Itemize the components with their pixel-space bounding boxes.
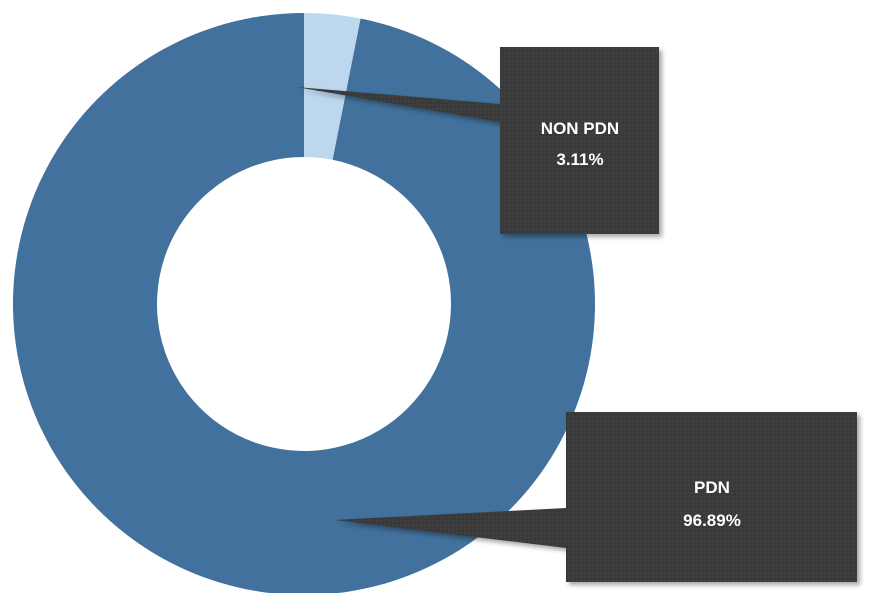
- callout-pdn: PDN 96.89%: [334, 412, 857, 582]
- callout-pdn-label: PDN: [694, 478, 730, 497]
- slice-non-pdn: [304, 13, 361, 160]
- callout-pdn-box: [334, 412, 857, 582]
- callout-non-pdn-box: [296, 47, 659, 234]
- callout-non-pdn-value: 3.11%: [556, 150, 603, 169]
- donut-slices: [13, 13, 595, 593]
- callout-non-pdn-label: NON PDN: [541, 119, 619, 138]
- slice-pdn: [13, 13, 595, 593]
- callout-non-pdn: NON PDN 3.11%: [296, 47, 659, 234]
- callout-pdn-value: 96.89%: [683, 511, 741, 530]
